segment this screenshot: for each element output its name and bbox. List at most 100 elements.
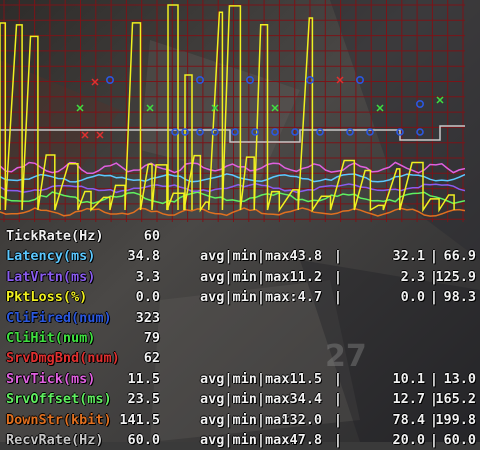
separator: |	[333, 370, 342, 387]
stat-avg: 34.4	[289, 391, 322, 408]
stat-value: 0.0	[135, 289, 160, 306]
netgraph-plot	[0, 0, 465, 222]
separator: |	[429, 289, 438, 306]
stat-label: LatVrtn(ms)	[6, 268, 96, 285]
stat-max: 125.9	[435, 268, 476, 285]
avg-min-max-label: avg|min|max:	[200, 411, 298, 428]
stat-value: 3.3	[135, 268, 160, 285]
clifired-marker	[271, 128, 279, 136]
stat-row: CliHit(num) 79	[6, 328, 476, 348]
separator: |	[333, 411, 342, 428]
separator: |	[429, 411, 438, 428]
clifired-marker	[291, 128, 299, 136]
separator: |	[429, 391, 438, 408]
stat-label: PktLoss(%)	[6, 289, 88, 306]
srvdmgbnd-marker	[96, 131, 104, 139]
stat-min: 2.3	[400, 268, 425, 285]
stat-row: TickRate(Hz) 60	[6, 226, 476, 246]
stat-value: 23.5	[127, 391, 160, 408]
avg-min-max-label: avg|min|max:	[200, 391, 298, 408]
clifired-marker	[196, 128, 204, 136]
stat-min: 10.1	[392, 370, 425, 387]
svg-text:27: 27	[325, 339, 367, 374]
srvdmgbnd-marker	[91, 78, 99, 86]
stat-max: 165.2	[435, 391, 476, 408]
stat-value: 60.0	[127, 431, 160, 448]
clihit-marker	[436, 96, 444, 104]
stat-label: Latency(ms)	[6, 248, 96, 265]
separator: |	[333, 391, 342, 408]
stat-min: 12.7	[392, 391, 425, 408]
stat-label: DownStr(kbit)	[6, 411, 112, 428]
stat-avg: 47.8	[289, 431, 322, 448]
clifired-marker	[231, 128, 239, 136]
stat-label: CliFired(num)	[6, 309, 112, 326]
separator: |	[429, 431, 438, 448]
avg-min-max-label: avg|min|max:	[200, 289, 298, 306]
stat-label: SrvTick(ms)	[6, 370, 96, 387]
stat-row: Latency(ms) 34.8 avg|min|max: 43.8 | 32.1 | 66.…	[6, 246, 476, 266]
stat-value: 79	[143, 329, 160, 346]
stat-value: 34.8	[127, 248, 160, 265]
avg-min-max-label: avg|min|max:	[200, 268, 298, 285]
stat-value: 62	[143, 350, 160, 367]
stat-label: SrvDmgBnd(num)	[6, 350, 120, 367]
stat-value: 323	[135, 309, 160, 326]
stat-row: DownStr(kbit) 141.5 avg|min|max: 132.0 | 78.4…	[6, 410, 476, 430]
stat-avg: 132.0	[281, 411, 322, 428]
stat-avg: 43.8	[289, 248, 322, 265]
avg-min-max-label: avg|min|max:	[200, 370, 298, 387]
clifired-marker	[415, 100, 424, 109]
srvdmgbnd-marker	[336, 76, 344, 84]
downstr-line	[0, 207, 465, 217]
separator: |	[333, 289, 342, 306]
stat-min: 0.0	[400, 289, 425, 306]
stat-label: TickRate(Hz)	[6, 228, 104, 244]
stat-row: LatVrtn(ms) 3.3 avg|min|max: 11.2 | 2.3 | 125.9	[6, 267, 476, 287]
stat-row: PktLoss(%) 0.0 avg|min|max: 4.7 | 0.0 | 98.3	[6, 287, 476, 307]
pktloss-line	[0, 5, 455, 213]
clifired-marker	[305, 76, 314, 85]
stat-row: CliFired(num) 323	[6, 308, 476, 328]
srvoffset-line	[0, 191, 465, 205]
clifired-marker	[171, 128, 179, 136]
clifired-marker	[251, 128, 259, 136]
stat-row: SrvTick(ms) 11.5 avg|min|max: 11.5 | 10.1 | 13.…	[6, 369, 476, 389]
clifired-marker	[416, 128, 424, 136]
stat-max: 199.8	[435, 411, 476, 428]
stat-max: 98.3	[443, 289, 476, 306]
stat-avg: 11.5	[289, 370, 322, 387]
netgraph-stats: TickRate(Hz) 60 Latency(ms) 34.8 avg|min|max…	[6, 226, 476, 450]
stat-max: 60.0	[443, 431, 476, 448]
stat-row: SrvOffset(ms) 23.5 avg|min|max: 34.4 | 12.7 | 1…	[6, 389, 476, 409]
stat-value: 11.5	[127, 370, 160, 387]
clifired-marker	[211, 128, 219, 136]
stat-label: RecvRate(Hz)	[6, 431, 104, 448]
avg-min-max-label: avg|min|max:	[200, 431, 298, 448]
stat-min: 20.0	[392, 431, 425, 448]
stat-avg: 4.7	[297, 289, 322, 306]
stat-value: 60	[143, 228, 160, 244]
stat-row: SrvDmgBnd(num) 62	[6, 348, 476, 368]
stat-value: 141.5	[119, 411, 160, 428]
clihit-marker	[211, 104, 219, 112]
separator: |	[333, 268, 342, 285]
clihit-marker	[76, 104, 84, 112]
stat-avg: 11.2	[289, 268, 322, 285]
separator: |	[429, 370, 438, 387]
stat-max: 13.0	[443, 370, 476, 387]
pktloss-spike	[167, 4, 193, 210]
stat-min: 32.1	[392, 248, 425, 265]
recvrate-line	[0, 125, 465, 143]
separator: |	[333, 431, 342, 448]
stat-label: CliHit(num)	[6, 329, 96, 346]
clifired-marker	[106, 76, 115, 85]
clihit-marker	[271, 104, 279, 112]
clifired-marker	[346, 128, 354, 136]
separator: |	[429, 268, 438, 285]
clifired-marker	[355, 76, 364, 85]
stat-min: 78.4	[392, 411, 425, 428]
clifired-marker	[366, 128, 374, 136]
clihit-marker	[376, 104, 384, 112]
clifired-marker	[181, 128, 189, 136]
